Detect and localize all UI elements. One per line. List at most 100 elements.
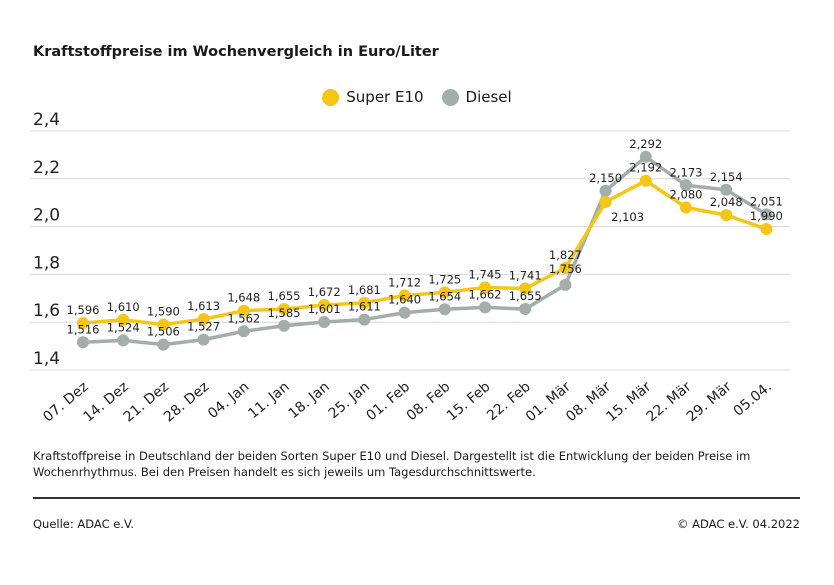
data-label: 1,613: [187, 299, 220, 313]
data-label: 1,827: [549, 248, 582, 262]
data-point-diesel: [519, 303, 532, 316]
data-label: 1,648: [227, 291, 260, 305]
data-label: 2,080: [670, 187, 703, 201]
data-label: 1,601: [308, 302, 341, 316]
data-point-super-e10: [559, 261, 572, 274]
data-label: 1,672: [308, 285, 341, 299]
data-label: 1,611: [348, 300, 381, 314]
data-point-diesel: [398, 306, 411, 319]
data-label: 2,173: [670, 165, 703, 179]
data-label: 1,506: [147, 325, 180, 339]
legend: Super E10 Diesel: [0, 88, 834, 106]
data-point-super-e10: [157, 318, 170, 331]
data-point-diesel: [760, 208, 773, 221]
data-label: 1,527: [187, 320, 220, 334]
data-point-diesel: [720, 183, 733, 196]
data-label: 2,051: [750, 194, 783, 208]
data-label: 2,150: [589, 171, 622, 185]
data-point-super-e10: [680, 201, 692, 214]
data-point-diesel: [237, 325, 250, 338]
data-point-super-e10: [77, 317, 89, 330]
data-point-super-e10: [398, 289, 411, 302]
data-point-super-e10: [479, 281, 491, 294]
data-label: 1,712: [388, 275, 421, 289]
data-point-diesel: [438, 303, 451, 316]
data-point-diesel: [278, 319, 290, 332]
legend-item-diesel: Diesel: [441, 88, 512, 106]
divider: [33, 497, 800, 499]
series-line-diesel: [82, 154, 768, 347]
chart-title: Kraftstoffpreise im Wochenvergleich in E…: [33, 44, 439, 60]
data-label: 1,655: [509, 289, 542, 303]
data-label: 1,640: [388, 293, 421, 307]
data-point-super-e10: [197, 313, 210, 326]
data-label: 1,741: [509, 269, 542, 283]
data-label: 2,192: [629, 161, 662, 175]
y-tick-label: 2,0: [33, 206, 60, 226]
y-tick-label: 1,4: [33, 349, 60, 369]
data-label: 2,103: [611, 210, 644, 224]
caption: Kraftstoffpreise in Deutschland der beid…: [33, 449, 751, 479]
data-label: 1,590: [147, 305, 180, 319]
data-point-diesel: [639, 150, 652, 163]
source: Quelle: ADAC e.V.: [33, 517, 135, 531]
data-point-super-e10: [760, 222, 773, 235]
data-point-super-e10: [639, 174, 652, 187]
data-label: 1,516: [67, 322, 100, 336]
x-tick-label: 28. Dez: [161, 379, 212, 426]
data-point-diesel: [680, 179, 692, 192]
data-label: 1,655: [268, 289, 301, 303]
data-label: 1,610: [107, 300, 140, 314]
data-point-diesel: [77, 336, 89, 349]
data-point-super-e10: [358, 296, 371, 309]
data-point-diesel: [197, 333, 210, 346]
y-tick-label: 1,6: [33, 301, 60, 321]
data-label: 1,725: [428, 272, 461, 286]
data-point-diesel: [157, 338, 170, 351]
x-tick-label: 01. Feb: [363, 379, 413, 424]
series-line-super-e10: [82, 178, 767, 327]
legend-marker-super-e10: [322, 88, 340, 106]
data-point-super-e10: [117, 313, 130, 326]
legend-label: Diesel: [465, 88, 512, 106]
data-point-super-e10: [720, 209, 733, 222]
x-tick-label: 04. Jan: [205, 379, 252, 422]
legend-marker-diesel: [441, 88, 459, 106]
data-label: 1,524: [107, 320, 140, 334]
copyright: © ADAC e.V. 04.2022: [676, 517, 800, 531]
data-point-diesel: [318, 315, 331, 328]
data-point-super-e10: [438, 286, 451, 299]
data-label: 2,292: [629, 137, 662, 151]
data-point-diesel: [358, 313, 371, 326]
data-point-super-e10: [237, 304, 250, 317]
data-point-super-e10: [278, 303, 290, 316]
x-tick-label: 08. Feb: [404, 379, 454, 424]
x-tick-label: 05.04.: [731, 379, 775, 420]
data-point-diesel: [559, 278, 572, 291]
data-point-super-e10: [318, 298, 331, 311]
y-tick-label: 2,2: [33, 158, 60, 178]
data-point-super-e10: [519, 282, 532, 295]
data-label: 2,154: [710, 170, 743, 184]
x-tick-label: 11. Jan: [245, 379, 292, 422]
data-label: 2,048: [710, 195, 743, 209]
data-label: 1,990: [750, 209, 783, 223]
y-tick-label: 1,8: [33, 253, 60, 273]
data-point-super-e10: [599, 195, 612, 208]
data-label: 1,654: [428, 289, 461, 303]
data-label: 1,681: [348, 283, 381, 297]
data-label: 1,756: [549, 262, 582, 276]
legend-item-super-e10: Super E10: [322, 88, 424, 106]
data-label: 1,562: [227, 311, 260, 325]
y-tick-label: 2,4: [33, 110, 60, 130]
data-label: 1,585: [268, 306, 301, 320]
x-tick-label: 18. Jan: [285, 379, 332, 422]
data-label: 1,745: [469, 268, 502, 282]
data-label: 1,596: [67, 303, 100, 317]
x-tick-label: 29. Mär: [684, 379, 735, 426]
legend-label: Super E10: [346, 88, 424, 106]
data-point-diesel: [479, 301, 491, 314]
data-point-diesel: [599, 184, 612, 197]
data-point-diesel: [117, 334, 130, 347]
